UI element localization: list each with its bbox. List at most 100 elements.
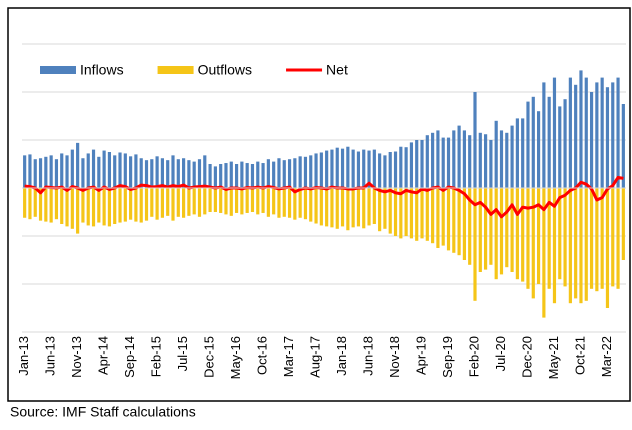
bar	[499, 130, 504, 188]
bar	[213, 166, 217, 188]
bar	[457, 125, 461, 188]
bar	[60, 153, 64, 188]
bar	[70, 188, 74, 229]
bar	[457, 188, 461, 256]
bar	[489, 188, 493, 265]
x-tick-label: May-16	[228, 336, 243, 379]
bar	[319, 152, 323, 188]
bar	[621, 188, 625, 260]
bar	[579, 188, 583, 304]
bar	[616, 77, 620, 188]
bar	[526, 188, 530, 289]
bar	[76, 188, 80, 234]
bar	[425, 135, 429, 188]
bar	[579, 70, 583, 188]
bar	[150, 159, 154, 188]
bar	[187, 160, 191, 188]
bar	[468, 188, 472, 265]
bar	[494, 188, 498, 280]
bar	[330, 149, 334, 188]
x-tick-label: Aug-17	[307, 336, 322, 378]
bar	[303, 188, 308, 220]
bar	[49, 155, 53, 188]
bar	[176, 188, 180, 217]
bar	[208, 188, 212, 212]
bar	[325, 188, 329, 227]
bar	[245, 163, 249, 188]
bar	[552, 77, 557, 188]
bar	[282, 160, 286, 188]
bar	[76, 142, 80, 188]
bar	[605, 87, 610, 188]
source-note: Source: IMF Staff calculations	[10, 404, 196, 420]
bar	[65, 188, 69, 227]
bar	[261, 188, 265, 213]
bar	[33, 159, 37, 188]
bar	[70, 149, 74, 188]
bar	[81, 188, 85, 223]
bar	[393, 151, 398, 188]
bar	[558, 106, 562, 188]
bar	[399, 188, 403, 239]
bar	[446, 137, 451, 188]
bar	[409, 188, 414, 239]
bar	[484, 134, 488, 188]
bar	[452, 130, 456, 188]
bar	[91, 188, 96, 227]
bar	[277, 188, 281, 218]
bar	[86, 153, 90, 188]
bar	[49, 188, 53, 223]
bar	[521, 188, 525, 282]
bar	[505, 132, 509, 188]
bar	[54, 188, 59, 220]
bar	[441, 137, 445, 188]
bar	[473, 188, 477, 301]
bar	[129, 188, 133, 220]
bar	[595, 188, 599, 292]
bar	[494, 120, 498, 188]
bar	[446, 188, 451, 251]
chart-frame	[7, 7, 631, 402]
bar	[399, 146, 403, 188]
bar	[595, 82, 599, 188]
bar	[144, 160, 149, 188]
bar	[584, 188, 588, 301]
bar	[547, 96, 551, 188]
bar	[563, 99, 567, 188]
bar	[526, 101, 530, 188]
bar	[44, 156, 48, 188]
bar	[182, 158, 186, 188]
bar	[362, 188, 366, 229]
bar	[65, 155, 69, 188]
bar	[197, 159, 202, 188]
bar	[272, 161, 276, 188]
bar	[499, 188, 504, 275]
bar	[250, 188, 255, 212]
bar	[33, 188, 37, 217]
bar	[330, 188, 334, 228]
bar	[478, 132, 482, 188]
bar	[531, 188, 535, 299]
bar	[340, 148, 345, 188]
bar	[388, 188, 392, 234]
bar	[542, 82, 546, 188]
bar	[558, 188, 562, 280]
bar	[293, 188, 297, 220]
bar	[468, 135, 472, 188]
bar	[118, 188, 122, 223]
bar	[139, 158, 143, 188]
bar	[60, 188, 64, 224]
bar	[325, 150, 329, 188]
x-tick-label: Dec-20	[519, 336, 534, 378]
bar	[346, 188, 350, 231]
x-tick-label: Nov-18	[387, 336, 402, 378]
bar	[150, 188, 154, 217]
bar	[287, 159, 292, 188]
bar	[160, 158, 164, 188]
bar	[219, 164, 223, 188]
bar	[584, 77, 588, 188]
bar	[298, 188, 302, 218]
bar	[23, 188, 27, 218]
bar	[171, 188, 175, 221]
